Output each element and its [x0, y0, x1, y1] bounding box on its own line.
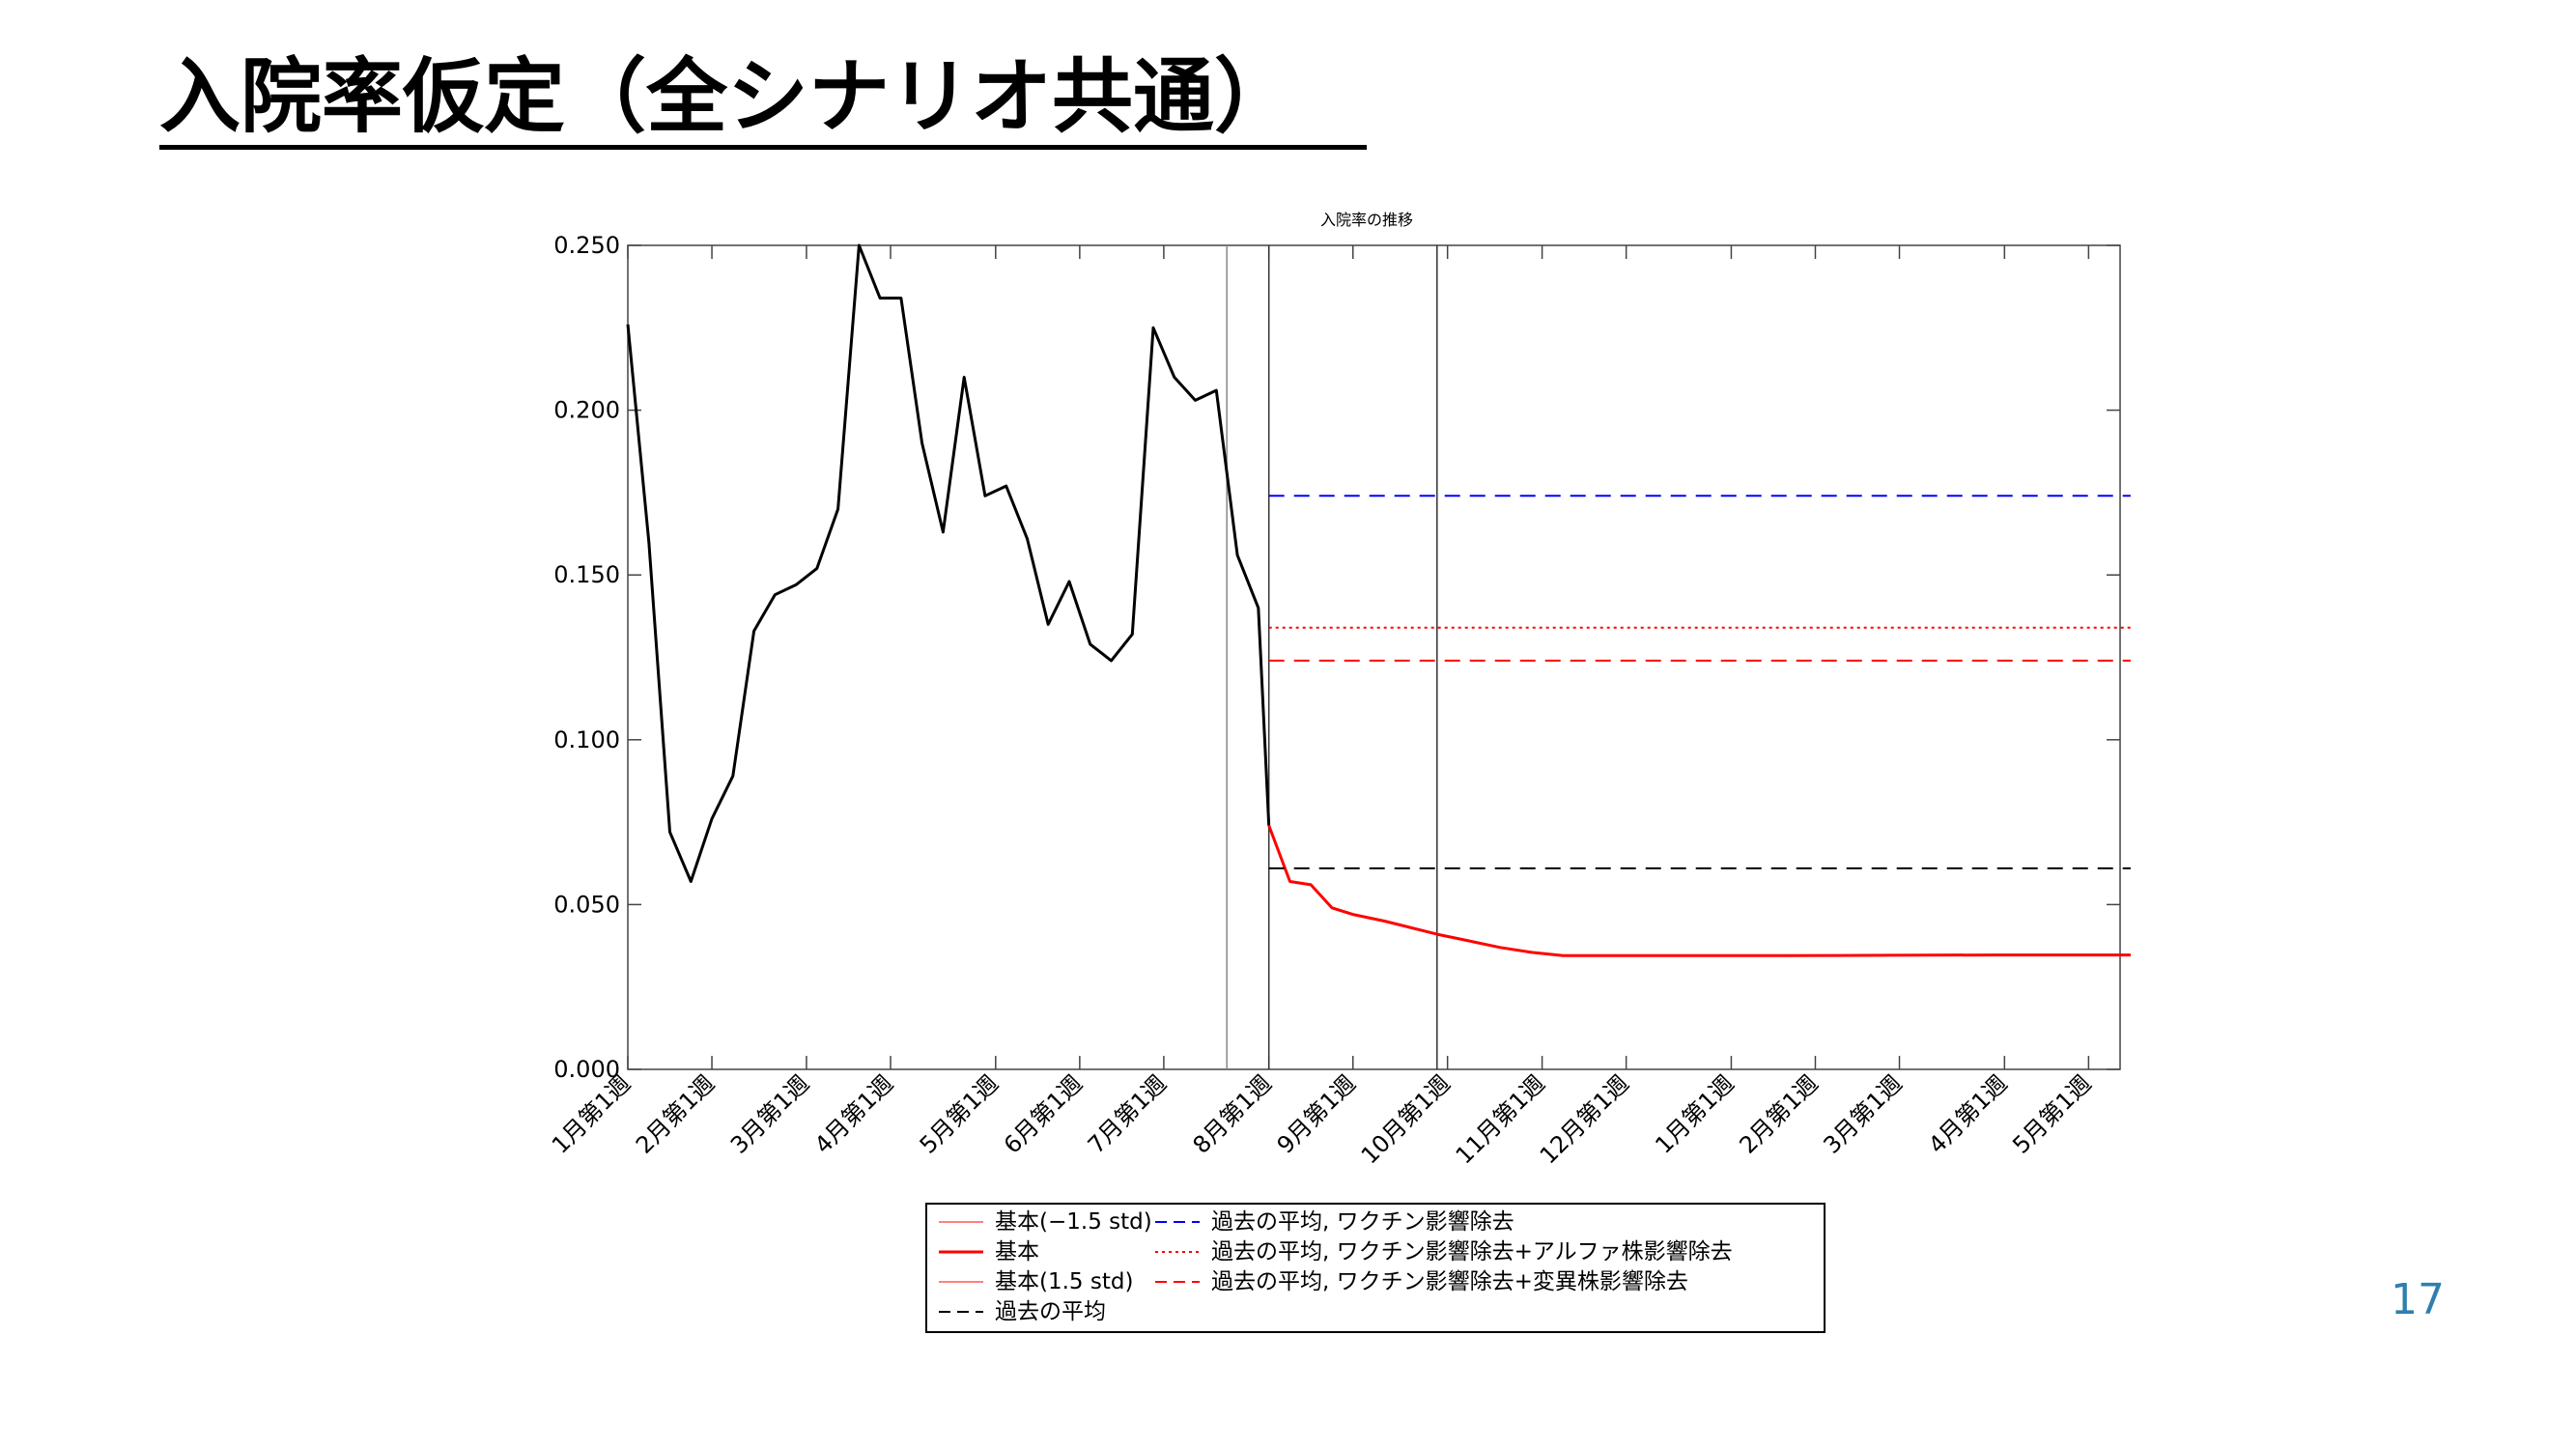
legend-swatch — [1155, 1221, 1200, 1223]
x-tick-label: 5月第1週 — [915, 1069, 1004, 1158]
x-tick-label: 8月第1週 — [1188, 1069, 1277, 1158]
chart-title: 入院率の推移 — [1320, 211, 1413, 229]
legend-swatch — [939, 1281, 983, 1283]
x-tick-label: 4月第1週 — [1923, 1069, 2012, 1158]
y-tick-label: 0.150 — [553, 561, 620, 588]
page-number: 17 — [2391, 1275, 2445, 1324]
plot-frame — [627, 244, 2121, 1070]
series-line — [1267, 825, 2131, 957]
x-tick-label: 9月第1週 — [1272, 1069, 1361, 1158]
legend-swatch — [1155, 1281, 1200, 1283]
x-tick-label: 11月第1週 — [1451, 1069, 1550, 1169]
x-tick-label: 3月第1週 — [725, 1069, 814, 1158]
chart-legend: 基本(−1.5 std) 基本基本(1.5 std) 過去の平均 過去の平均, ワクチ… — [925, 1203, 1826, 1333]
legend-swatch — [939, 1311, 983, 1313]
title-underline — [159, 145, 1367, 150]
legend-swatch — [1155, 1251, 1200, 1253]
series-line — [626, 243, 1271, 883]
x-tick-label: 2月第1週 — [1734, 1069, 1823, 1158]
y-tick-label: 0.000 — [553, 1056, 620, 1083]
x-tick-label: 7月第1週 — [1083, 1069, 1172, 1158]
legend-label: 基本 — [995, 1239, 1039, 1264]
legend-label: 過去の平均 — [995, 1299, 1106, 1324]
x-tick-label: 6月第1週 — [999, 1069, 1088, 1158]
y-tick-label: 0.050 — [553, 891, 620, 918]
slide-title: 入院率仮定（全シナリオ共通） — [159, 49, 1296, 144]
x-tick-label: 1月第1週 — [1650, 1069, 1739, 1158]
legend-swatch — [939, 1250, 983, 1254]
x-tick-label: 12月第1週 — [1535, 1069, 1634, 1169]
x-tick-label: 5月第1週 — [2007, 1069, 2096, 1158]
x-tick-label: 10月第1週 — [1356, 1069, 1456, 1169]
x-tick-label: 3月第1週 — [1818, 1069, 1907, 1158]
legend-label: 過去の平均, ワクチン影響除去+アルファ株影響除去 — [1211, 1239, 1733, 1264]
series-line — [1267, 825, 2131, 957]
legend-label: 基本(−1.5 std) — [995, 1209, 1152, 1235]
legend-label: 過去の平均, ワクチン影響除去+変異株影響除去 — [1211, 1269, 1688, 1294]
y-tick-label: 0.250 — [553, 232, 620, 259]
y-tick-label: 0.200 — [553, 397, 620, 424]
x-tick-label: 2月第1週 — [631, 1069, 720, 1158]
y-tick-label: 0.100 — [553, 726, 620, 753]
x-tick-label: 1月第1週 — [547, 1069, 636, 1158]
legend-label: 過去の平均, ワクチン影響除去 — [1211, 1209, 1514, 1235]
legend-label: 基本(1.5 std) — [995, 1269, 1134, 1294]
legend-swatch — [939, 1221, 983, 1223]
series-line — [1267, 824, 2131, 957]
x-tick-label: 4月第1週 — [809, 1069, 898, 1158]
